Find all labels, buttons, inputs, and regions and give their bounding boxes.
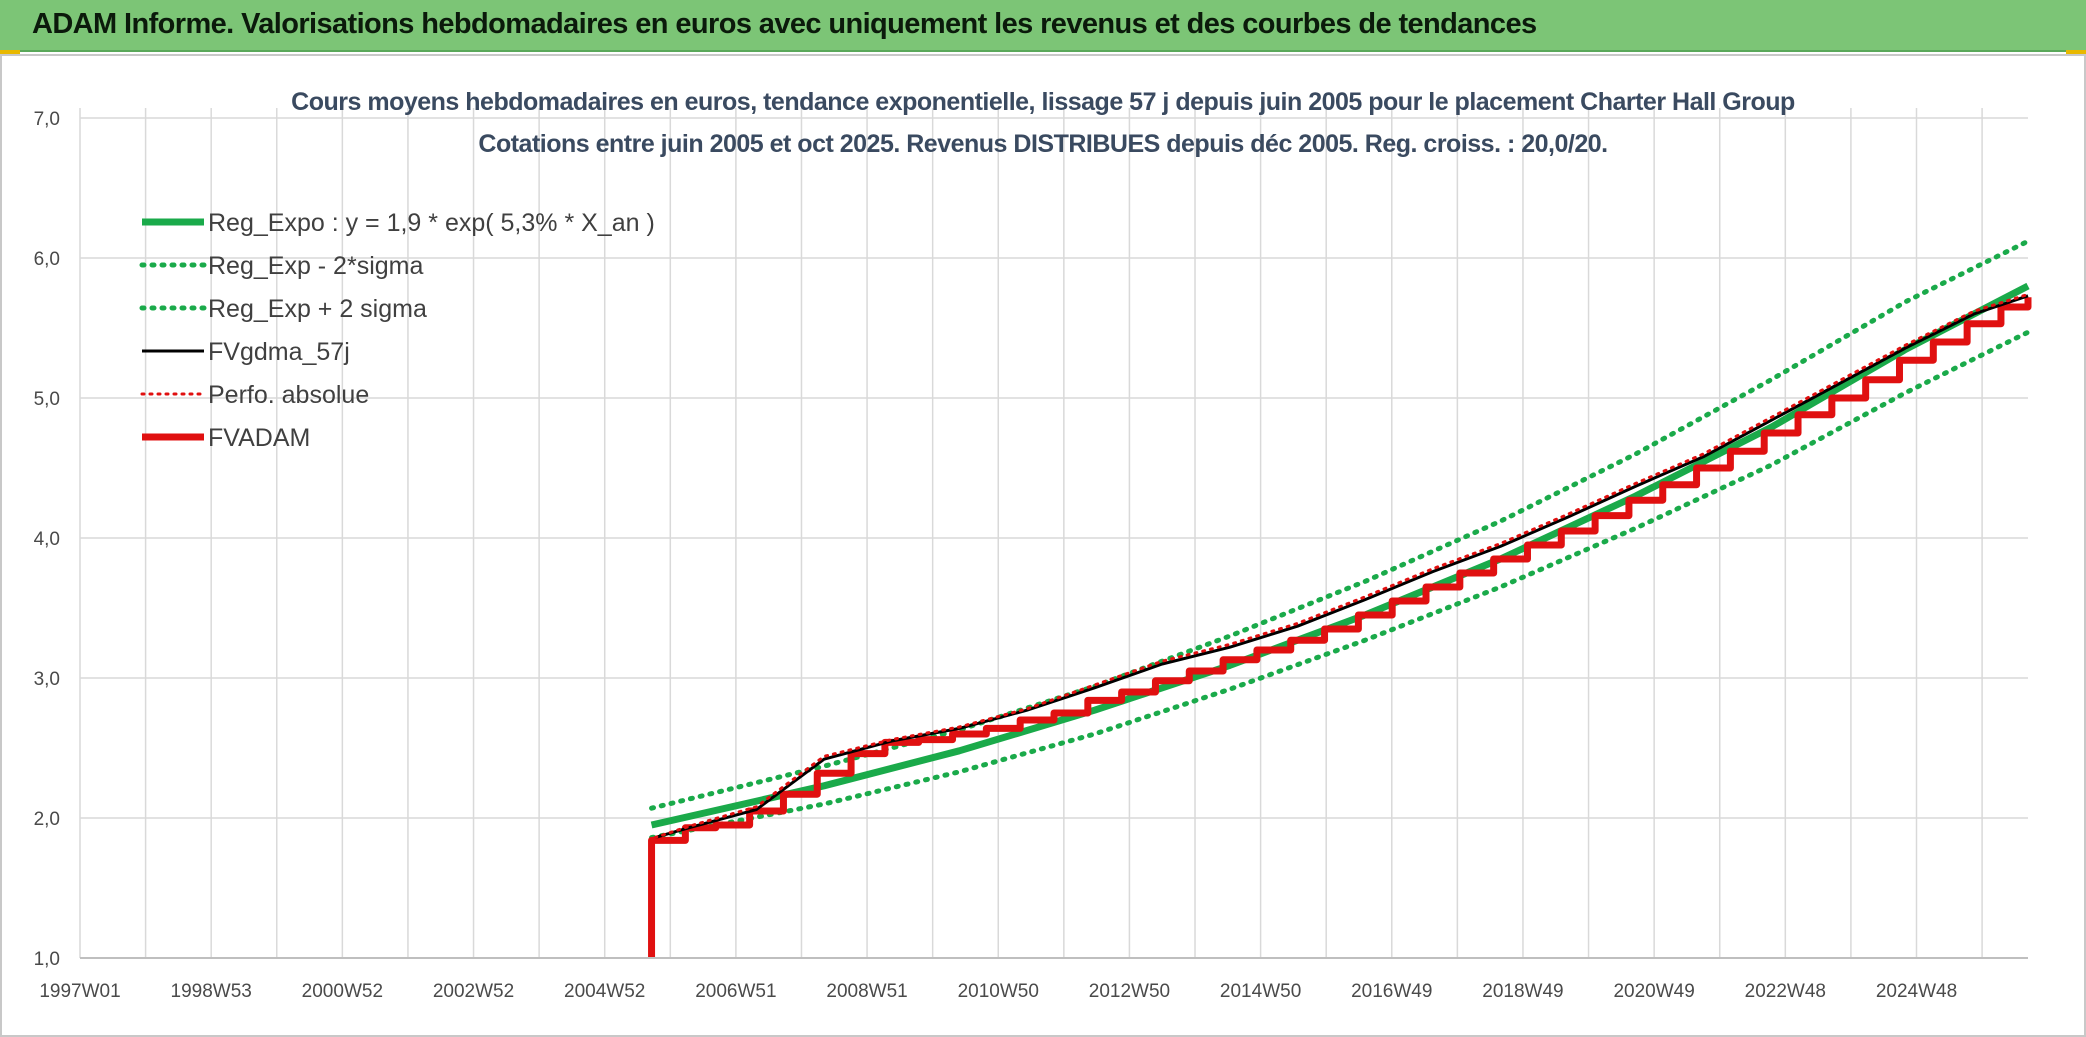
- x-tick-label: 2012W50: [1089, 981, 1170, 1002]
- series-lines: [648, 238, 2032, 958]
- series-line: [650, 282, 2030, 829]
- legend-label: Perfo. absolue: [208, 381, 369, 409]
- x-tick-label: 2016W49: [1351, 981, 1432, 1002]
- corner-marker-left: [0, 50, 20, 56]
- series-line: [653, 292, 2030, 840]
- report-banner: ADAM Informe. Valorisations hebdomadaire…: [0, 0, 2086, 52]
- legend-label: FVgdma_57j: [208, 338, 350, 366]
- chart-subtitle: Cotations entre juin 2005 et oct 2025. R…: [478, 130, 1608, 158]
- report-title: ADAM Informe. Valorisations hebdomadaire…: [32, 8, 1537, 40]
- y-tick-label: 7,0: [34, 109, 60, 130]
- x-tick-label: 2020W49: [1613, 981, 1694, 1002]
- grid-lines: [79, 108, 2028, 959]
- y-tick-label: 5,0: [34, 389, 60, 410]
- series-line: [649, 329, 2031, 841]
- x-tick-label: 2010W50: [958, 981, 1039, 1002]
- y-tick-label: 1,0: [34, 949, 60, 970]
- x-tick-label: 2000W52: [302, 981, 383, 1002]
- y-tick-label: 4,0: [34, 529, 60, 550]
- legend-label: Reg_Exp - 2*sigma: [208, 252, 423, 280]
- x-tick-label: 2006W51: [695, 981, 776, 1002]
- x-tick-label: 2014W50: [1220, 981, 1301, 1002]
- x-tick-label: 2002W52: [433, 981, 514, 1002]
- legend-label: Reg_Exp + 2 sigma: [208, 295, 427, 323]
- x-tick-label: 1997W01: [39, 981, 120, 1002]
- chart-title: Cours moyens hebdomadaires en euros, ten…: [291, 88, 1795, 116]
- legend-label: FVADAM: [208, 424, 310, 452]
- series-line: [648, 297, 2032, 958]
- axis-labels: 1,0 2,0 3,0 4,0 5,0 6,0 7,0 1997W01 1998W53 2000W…: [34, 109, 2028, 1002]
- x-tick-label: 2008W51: [826, 981, 907, 1002]
- corner-marker-right: [2066, 50, 2086, 56]
- x-tick-label: 2022W48: [1745, 981, 1826, 1002]
- y-tick-label: 3,0: [34, 669, 60, 690]
- x-tick-label: 2024W48: [1876, 981, 1957, 1002]
- chart-area: [0, 54, 2086, 1037]
- series-line: [649, 238, 2031, 811]
- x-tick-label: 2018W49: [1482, 981, 1563, 1002]
- x-tick-label: 1998W53: [171, 981, 252, 1002]
- series-line: [654, 294, 2029, 840]
- y-tick-label: 2,0: [34, 809, 60, 830]
- y-tick-label: 6,0: [34, 249, 60, 270]
- x-tick-label: 2004W52: [564, 981, 645, 1002]
- chart-legend: Reg_Expo : y = 1,9 * exp( 5,3% * X_an ) R…: [139, 209, 655, 452]
- legend-label: Reg_Expo : y = 1,9 * exp( 5,3% * X_an ): [208, 209, 655, 237]
